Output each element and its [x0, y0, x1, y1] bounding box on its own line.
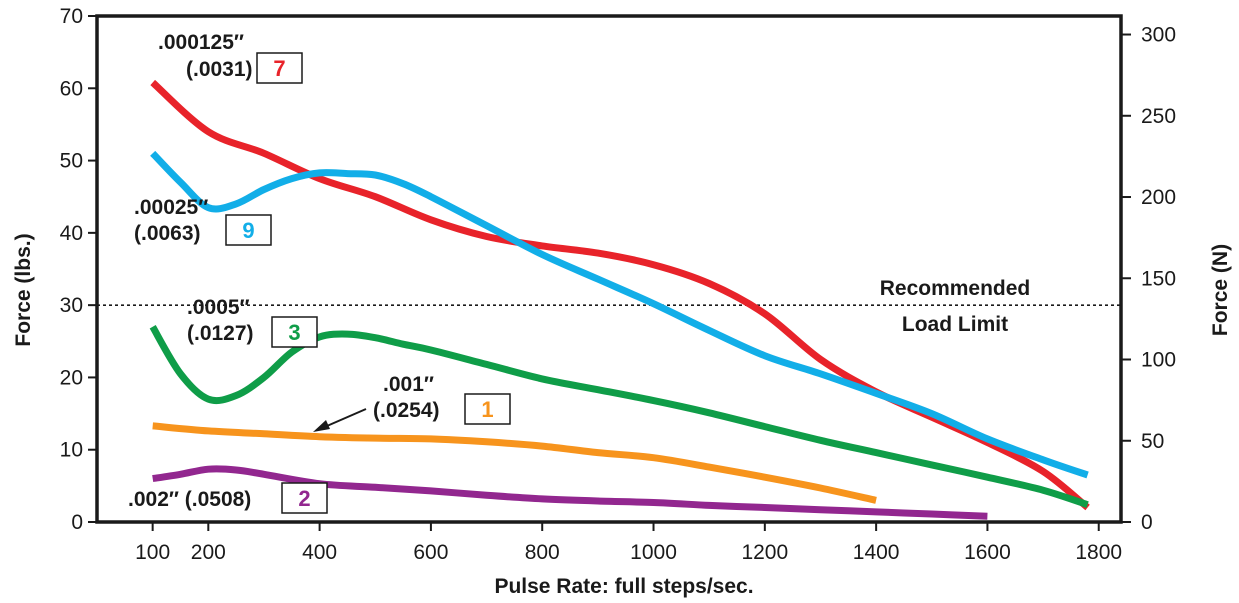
x-tick-label: 1600	[964, 541, 1011, 564]
y-tick-label: 40	[60, 222, 83, 245]
y-axis-title-left: Force (lbs.)	[12, 233, 35, 346]
y-tick-label: 60	[60, 77, 83, 100]
x-tick-label: 200	[191, 541, 226, 564]
series-1-mm-label: (.0254)	[373, 399, 440, 422]
x-tick-label: 100	[135, 541, 170, 564]
x-tick-label: 1800	[1075, 541, 1122, 564]
y2-tick-label: 150	[1141, 267, 1176, 290]
series-9-line	[150, 150, 1089, 479]
series-7-mm-label: (.0031)	[186, 58, 253, 81]
y-tick-label: 20	[60, 366, 83, 389]
x-tick-label: 400	[302, 541, 337, 564]
y2-tick-label: 100	[1141, 349, 1176, 372]
y2-tick-label: 50	[1141, 430, 1164, 453]
y-tick-label: 30	[60, 294, 83, 317]
series-3-annotation: .0005″ (.0127) 3	[187, 296, 318, 348]
y-tick-label: 0	[71, 511, 83, 534]
series-2-badge-number: 2	[298, 486, 310, 511]
series-1-pointer-arrowhead	[313, 420, 330, 432]
series-2-badge	[281, 482, 328, 514]
series-1-badge-number: 1	[481, 397, 493, 422]
x-axis-title: Pulse Rate: full steps/sec.	[494, 575, 753, 598]
series-1-badge	[464, 393, 511, 425]
series-3-badge	[271, 316, 318, 348]
series-2-line	[152, 465, 988, 520]
y2-tick-label: 200	[1141, 186, 1176, 209]
plot-frame	[95, 14, 1123, 524]
series-9-badge	[225, 214, 272, 246]
series-2-label: .002″ (.0508)	[128, 488, 251, 511]
series-3-line	[149, 325, 1089, 509]
y2-tick-label: 0	[1141, 511, 1153, 534]
series-9-badge-number: 9	[242, 218, 254, 243]
y2-tick-label: 250	[1141, 105, 1176, 128]
x-tick-label: 1400	[853, 541, 900, 564]
series-7-badge	[256, 52, 303, 84]
y-tick-label: 10	[60, 439, 83, 462]
series-3-badge-number: 3	[288, 320, 300, 345]
series-1-annotation: .001″ (.0254) 1	[313, 373, 511, 432]
y-tick-label: 70	[60, 5, 83, 28]
series-7-annotation: .000125″ (.0031) 7	[158, 31, 303, 84]
x-tick-label: 800	[525, 541, 560, 564]
y2-tick-label: 300	[1141, 24, 1176, 47]
x-tick-label: 600	[413, 541, 448, 564]
series-2-annotation: .002″ (.0508) 2	[128, 482, 328, 514]
series-9-mm-label: (.0063)	[134, 222, 201, 245]
reference-label-line1: Recommended	[880, 277, 1031, 300]
reference-label-line2: Load Limit	[902, 313, 1008, 336]
series-7-inch-label: .000125″	[158, 31, 244, 54]
y-tick-label: 50	[60, 150, 83, 173]
x-tick-label: 1200	[741, 541, 788, 564]
series-lines	[149, 79, 1090, 520]
series-7-badge-number: 7	[273, 56, 285, 81]
series-3-mm-label: (.0127)	[187, 322, 254, 345]
series-3-inch-label: .0005″	[187, 296, 250, 319]
series-1-line	[152, 422, 877, 504]
axes-ticks: 100 200 400 600 800 1000 1200 1400 1600 180001020…	[60, 5, 1176, 564]
x-tick-label: 1000	[630, 541, 677, 564]
series-1-inch-label: .001″	[383, 373, 434, 396]
series-9-annotation: .00025″ (.0063) 9	[134, 196, 272, 246]
series-9-inch-label: .00025″	[134, 196, 208, 219]
y-axis-title-right: Force (N)	[1209, 244, 1232, 336]
